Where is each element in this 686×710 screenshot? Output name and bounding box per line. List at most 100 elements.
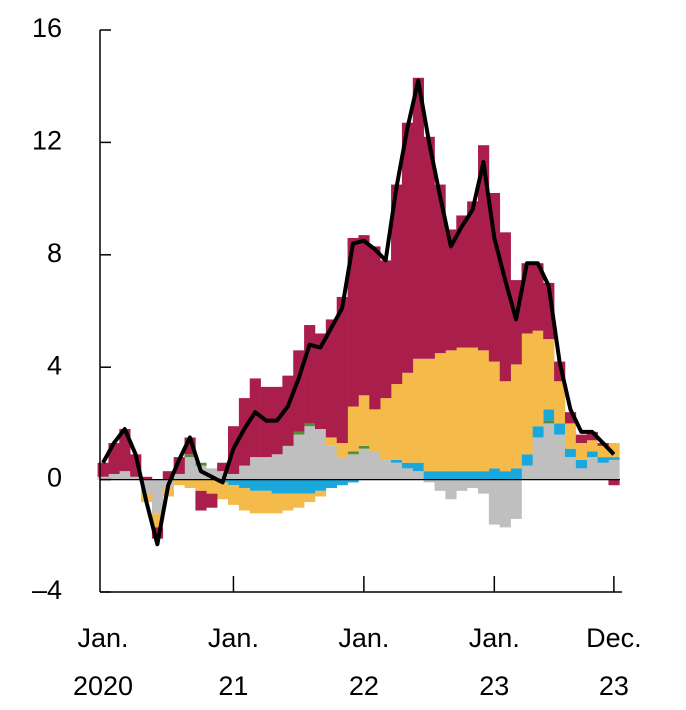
bar-segment — [249, 490, 261, 514]
bars — [97, 77, 620, 539]
bar-segment — [608, 479, 620, 486]
bar-segment — [586, 457, 598, 480]
bar-segment — [271, 493, 283, 514]
bar-segment — [228, 485, 240, 505]
bar-segment — [499, 471, 511, 480]
bar-segment — [173, 479, 185, 486]
bar-segment — [575, 443, 588, 460]
bar-segment — [358, 395, 370, 446]
bar-segment — [456, 479, 468, 491]
bar-segment — [575, 468, 588, 480]
bar-segment — [608, 443, 620, 458]
bar-segment — [141, 479, 153, 494]
y-tick-label: 16 — [32, 13, 62, 43]
bar-segment — [401, 468, 414, 480]
bar-segment — [119, 471, 131, 480]
bar-segment — [445, 479, 457, 500]
bar-segment — [304, 325, 316, 424]
bar-segment — [282, 375, 294, 446]
bar-segment — [521, 263, 533, 334]
bar-segment — [380, 398, 392, 460]
bar-segment — [97, 476, 109, 480]
bar-segment — [467, 347, 479, 472]
bar-segment — [108, 473, 120, 480]
bar-segment — [347, 479, 359, 483]
bar-segment — [195, 479, 207, 491]
bar-segment — [206, 479, 218, 494]
bar-segment — [554, 361, 566, 382]
bar-segment — [445, 229, 457, 351]
bar-segment — [543, 282, 555, 340]
bar-segment — [336, 457, 348, 480]
bar-segment — [391, 184, 403, 385]
y-tick-label: 12 — [32, 126, 62, 156]
bar-segment — [412, 462, 424, 472]
y-tick-label: 4 — [47, 350, 62, 380]
bar-segment — [532, 263, 544, 331]
bar-segment — [173, 473, 185, 480]
bar-segment — [434, 184, 446, 354]
x-tick-label: Jan. 23 — [468, 623, 520, 701]
bar-segment — [217, 471, 229, 480]
bar-segment — [130, 454, 142, 477]
bar-segment — [597, 462, 609, 480]
x-tick-label: Jan. 2020 — [72, 623, 134, 701]
bar-segment — [260, 457, 272, 480]
bar-segment — [184, 454, 196, 458]
bar-segment — [325, 319, 338, 438]
bar-segment — [108, 443, 120, 474]
bar-segment — [510, 364, 522, 469]
bar-segment — [423, 479, 435, 483]
bar-segment — [391, 459, 403, 463]
bar-segment — [304, 426, 316, 480]
bar-segment — [586, 431, 598, 441]
bar-segment — [228, 479, 240, 486]
bar-segment — [293, 350, 305, 432]
bar-segment — [608, 459, 620, 480]
bar-segment — [456, 215, 468, 348]
bar-segment — [358, 448, 370, 480]
bar-segment — [412, 471, 424, 480]
bar-segment — [293, 493, 305, 508]
bar-segment — [564, 448, 577, 458]
bar-segment — [336, 296, 348, 444]
bar-segment — [347, 451, 359, 455]
bar-segment — [347, 454, 359, 480]
bar-segment — [434, 479, 446, 491]
bar-segment — [499, 479, 511, 528]
y-tick-label: –4 — [32, 575, 62, 605]
bar-segment — [314, 429, 327, 480]
bar-segment — [151, 479, 164, 514]
bar-segment — [238, 465, 251, 480]
bar-segment — [282, 445, 294, 480]
bar-segment — [467, 471, 479, 480]
bar-segment — [369, 409, 381, 452]
bar-segment — [304, 479, 316, 494]
bar-segment — [564, 412, 577, 424]
bar-segment — [97, 462, 109, 477]
bar-segment — [314, 490, 327, 497]
bar-segment — [478, 145, 490, 351]
bar-segment — [597, 457, 609, 463]
bar-segment — [456, 347, 468, 472]
bar-segment — [325, 437, 338, 446]
bar-segment — [249, 378, 261, 458]
bar-segment — [564, 457, 577, 480]
bar-segment — [271, 454, 283, 480]
bar-segment — [260, 479, 272, 491]
bar-segment — [401, 372, 414, 463]
bar-segment — [488, 468, 501, 480]
bar-segment — [467, 479, 479, 489]
bar-segment — [423, 358, 435, 472]
bar-segment — [293, 431, 305, 435]
bar-segment — [510, 468, 522, 480]
bar-segment — [162, 471, 174, 480]
bar-segment — [119, 429, 131, 472]
bar-segment — [271, 479, 283, 494]
total-line — [101, 78, 616, 547]
bar-segment — [173, 457, 185, 474]
bar-segment — [249, 479, 261, 491]
bar-segment — [217, 482, 229, 500]
